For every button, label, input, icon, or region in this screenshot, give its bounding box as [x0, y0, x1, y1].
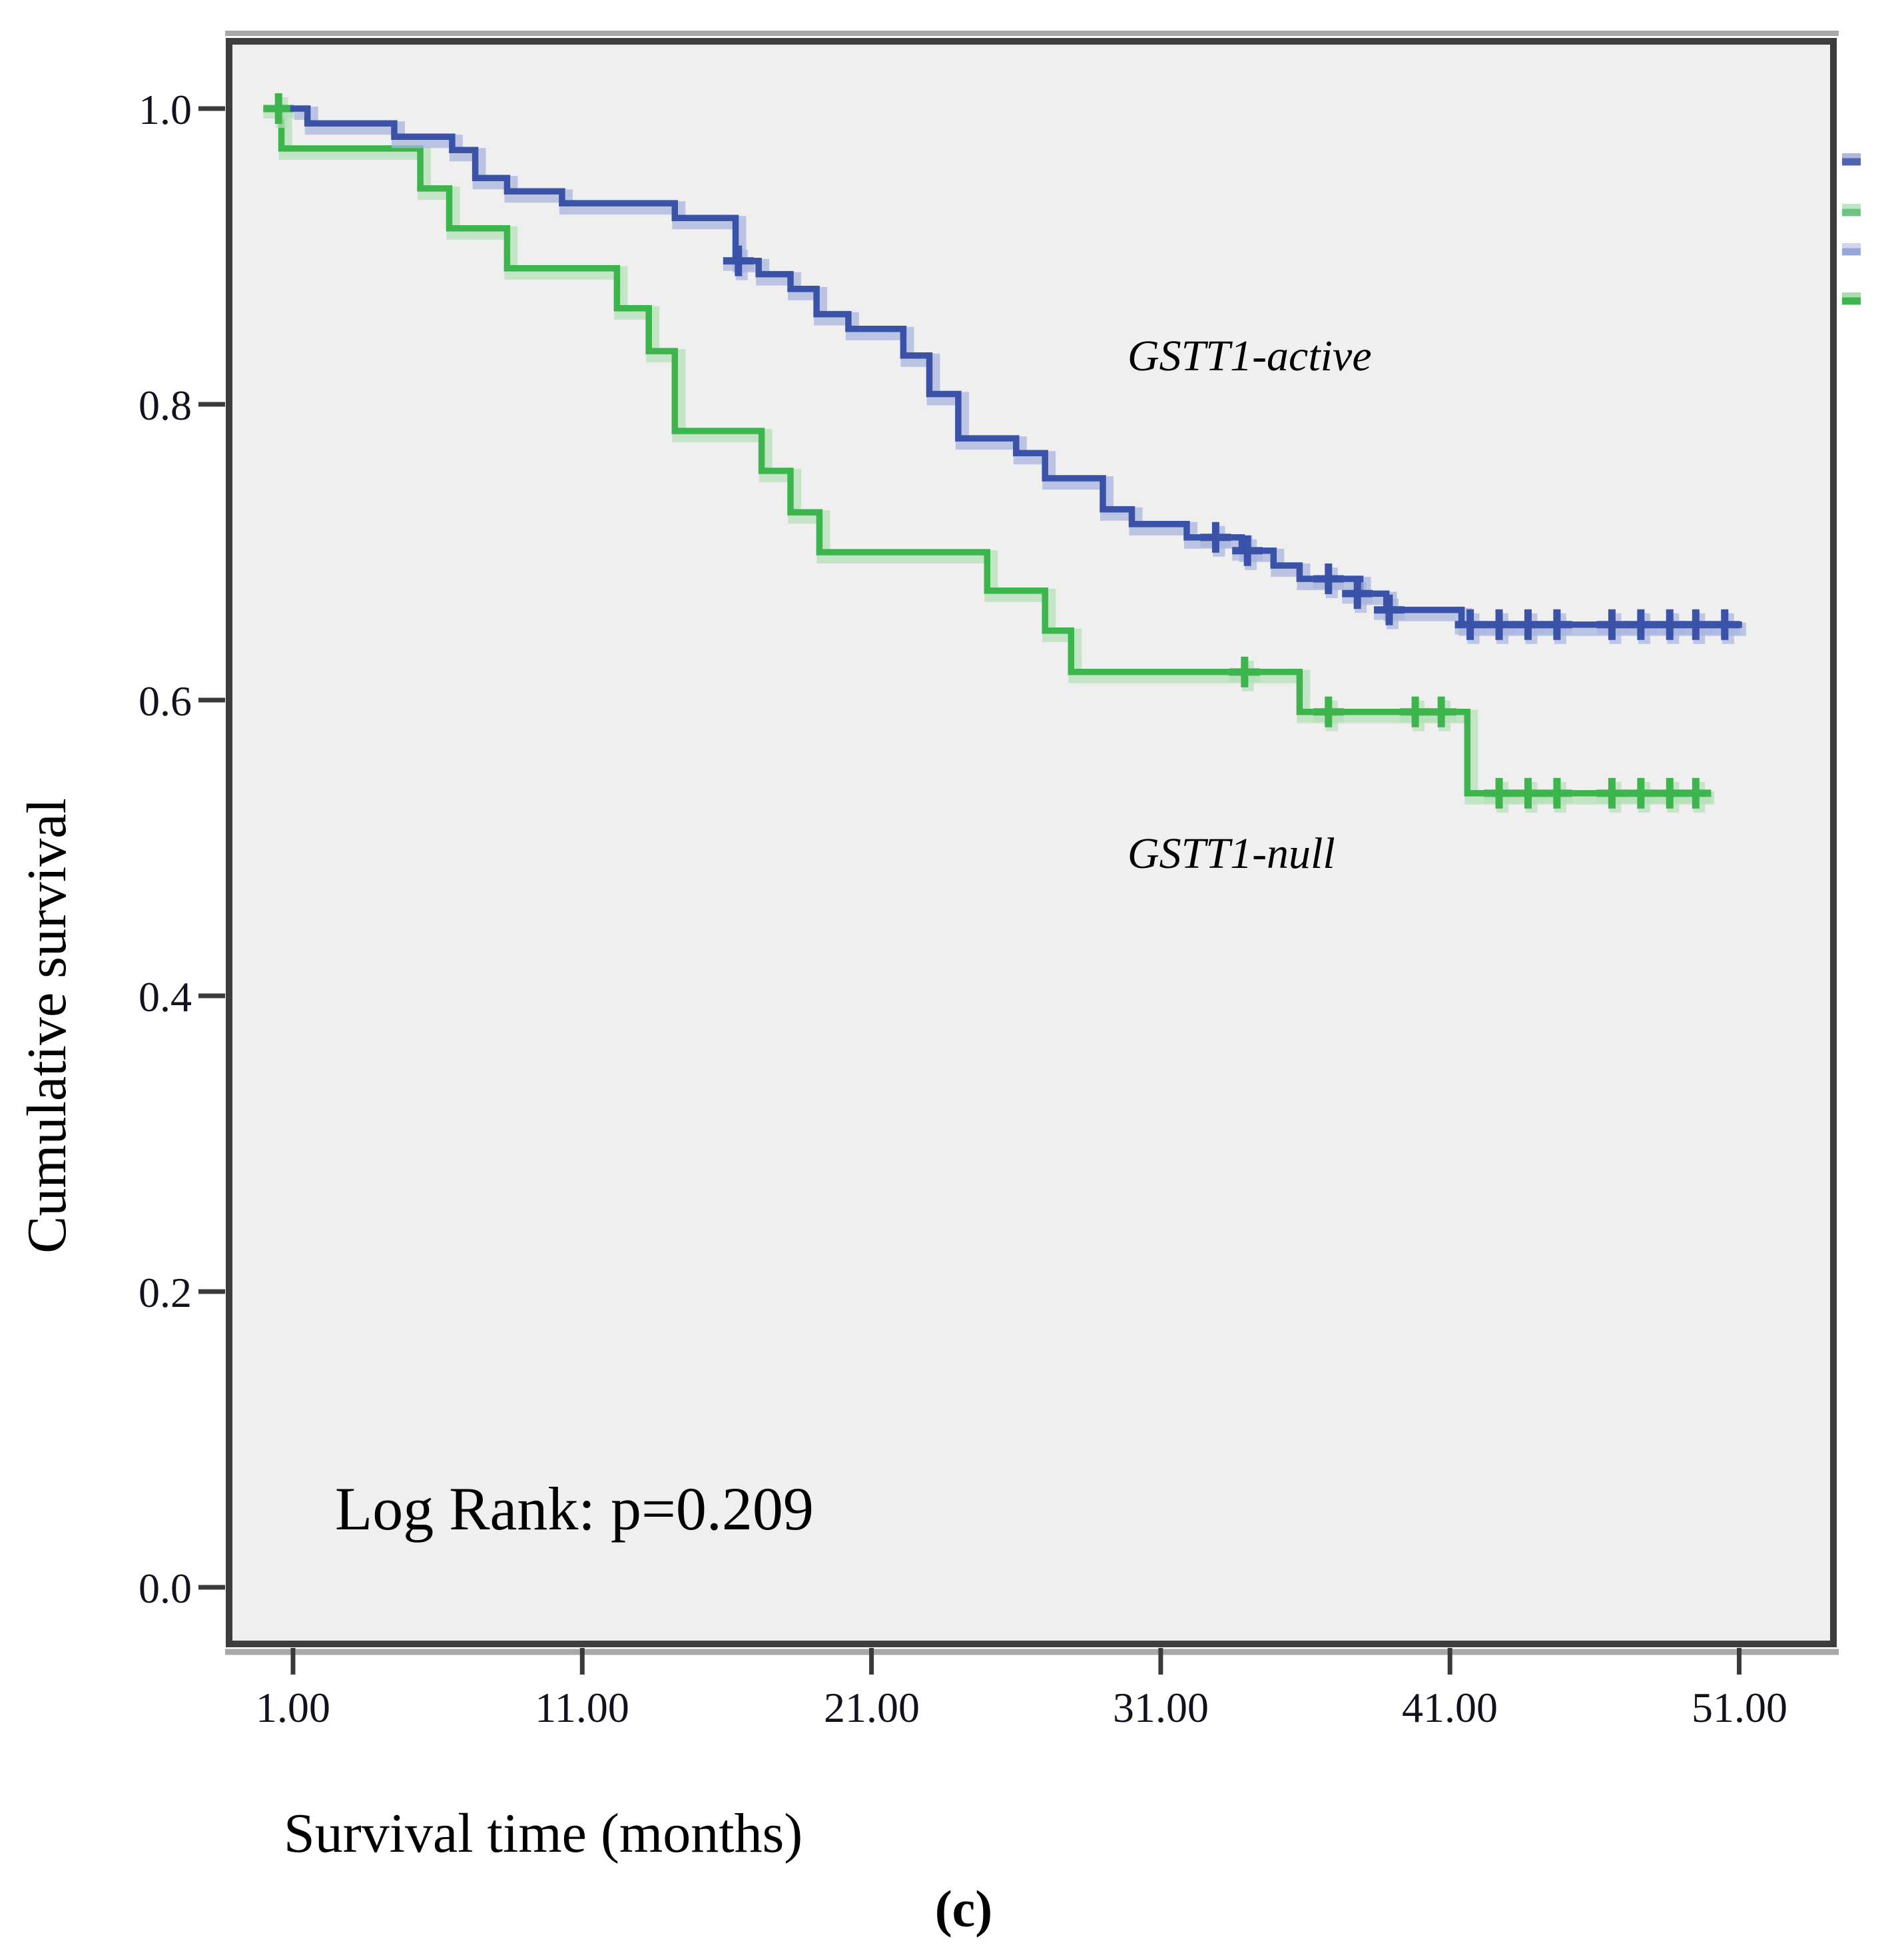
y-tick-label-0.2: 0.2 [139, 1269, 192, 1316]
x-tick-label-41: 41.00 [1402, 1684, 1498, 1731]
log-rank-annotation: Log Rank: p=0.209 [335, 1475, 814, 1543]
curve-label-null: GSTT1-null [1127, 829, 1335, 878]
y-tick-label-0.0: 0.0 [139, 1565, 192, 1612]
x-tick-label-31: 31.00 [1113, 1684, 1209, 1731]
x-tick-label-21: 21.00 [824, 1684, 920, 1731]
x-axis-title: Survival time (months) [284, 1802, 802, 1864]
x-tick-label-51: 51.00 [1692, 1684, 1787, 1731]
gstt1-active-curve [290, 105, 1742, 628]
gstt1-null-curve [278, 105, 1711, 797]
chart-labels: 0.0 0.2 0.4 0.6 0.8 1.0 1.00 11.00 21.00… [16, 86, 1787, 1938]
chart-graphics [198, 31, 1861, 1675]
y-tick-label-0.6: 0.6 [139, 677, 192, 725]
x-tick-label-1: 1.00 [256, 1684, 330, 1731]
figure-caption: (c) [935, 1880, 993, 1938]
y-tick-label-0.4: 0.4 [139, 973, 192, 1020]
y-tick-label-1.0: 1.0 [139, 86, 192, 133]
y-axis-title: Cumulative survival [16, 798, 78, 1254]
curve-label-active: GSTT1-active [1127, 332, 1372, 380]
y-tick-label-0.8: 0.8 [139, 382, 192, 429]
plot-area [226, 38, 1837, 1647]
x-tick-label-11: 11.00 [535, 1684, 629, 1731]
